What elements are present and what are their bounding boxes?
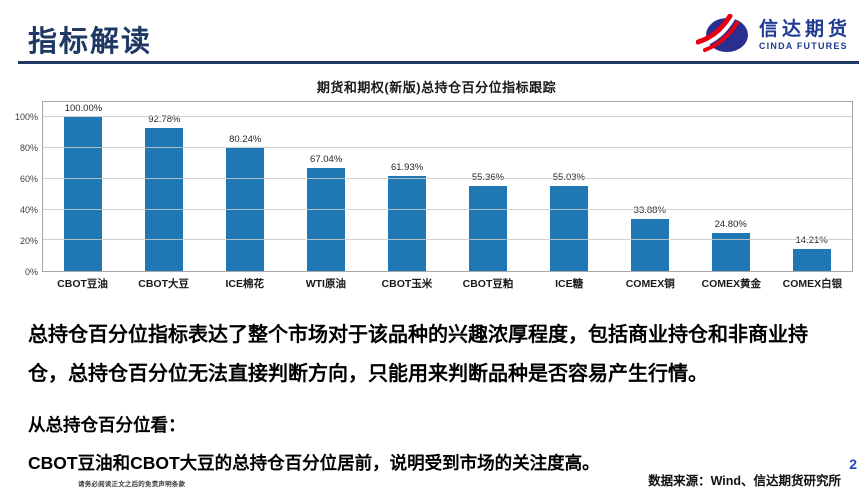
x-axis-label: ICE糖 bbox=[555, 278, 584, 290]
bar-value-label: 33.88% bbox=[633, 204, 666, 216]
bar-chart: 期货和期权(新版)总持仓百分位指标跟踪 0% 20% 40% 60% 80% 100% 1… bbox=[15, 77, 853, 291]
bar-value-label: 24.80% bbox=[714, 218, 747, 230]
bar-value-label: 92.78% bbox=[148, 114, 181, 126]
y-axis: 0% 20% 40% 60% 80% 100% bbox=[15, 101, 42, 277]
gridline-40% bbox=[43, 208, 852, 210]
gridline-60% bbox=[43, 177, 852, 179]
gridline-20% bbox=[43, 239, 852, 241]
bar-COMEX黄金 bbox=[711, 232, 750, 271]
x-axis-label: CBOT大豆 bbox=[138, 278, 190, 290]
bar-slot: 33.88% bbox=[609, 102, 690, 271]
y-tick-label: 100% bbox=[14, 111, 38, 122]
commentary-paragraph-2: 从总持仓百分位看： bbox=[28, 415, 186, 435]
footer-disclaimer: 请务必阅读正文之后的免责声明条款 bbox=[78, 481, 186, 488]
bar-slot: 24.80% bbox=[690, 102, 771, 271]
bar-slot: 80.24% bbox=[205, 102, 286, 271]
company-logo: 信达期货 CINDA FUTURES bbox=[695, 14, 851, 56]
y-tick-label: 20% bbox=[19, 235, 38, 246]
bars-container: 100.00% 92.78% 80.24% 67.04% 61.93% 55.36% 55.… bbox=[43, 102, 852, 271]
plot-area: 100.00% 92.78% 80.24% 67.04% 61.93% 55.36% 55.… bbox=[42, 101, 853, 272]
bar-value-label: 100.00% bbox=[64, 103, 103, 115]
plot-wrapper: 0% 20% 40% 60% 80% 100% 100.00% 92.78% 80.24% 67… bbox=[15, 101, 853, 277]
commentary-paragraph-3: CBOT豆油和CBOT大豆的总持仓百分位居前，说明受到市场的关注度高。 bbox=[28, 453, 600, 473]
bar-CBOT玉米 bbox=[388, 175, 427, 271]
y-tick-label: 0% bbox=[24, 267, 38, 277]
y-tick-label: 80% bbox=[19, 142, 38, 153]
bar-slot: 14.21% bbox=[771, 102, 852, 271]
bar-WTI原油 bbox=[307, 168, 346, 271]
bar-CBOT豆油 bbox=[64, 117, 103, 271]
y-tick-label: 40% bbox=[19, 204, 38, 215]
bar-slot: 92.78% bbox=[124, 102, 205, 271]
bar-COMEX铜 bbox=[630, 218, 669, 271]
bar-COMEX白银 bbox=[792, 249, 831, 271]
bar-value-label: 61.93% bbox=[390, 161, 424, 173]
commentary-paragraph-1: 总持仓百分位指标表达了整个市场对于该品种的兴趣浓厚程度，包括商业持仓和非商业持仓… bbox=[28, 324, 808, 385]
logo-text: 信达期货 CINDA FUTURES bbox=[759, 20, 851, 51]
data-source: 数据来源：Wind、信达期货研究所 bbox=[648, 474, 841, 488]
bar-value-label: 14.21% bbox=[795, 235, 828, 247]
page-title: 指标解读 bbox=[28, 26, 153, 58]
x-axis-label: CBOT玉米 bbox=[381, 278, 433, 290]
page-number: 2 bbox=[849, 456, 857, 472]
bar-slot: 55.36% bbox=[448, 102, 529, 271]
bar-slot: 55.03% bbox=[528, 102, 609, 271]
commentary: 总持仓百分位指标表达了整个市场对于该品种的兴趣浓厚程度，包括商业持仓和非商业持仓… bbox=[28, 316, 842, 475]
bar-CBOT大豆 bbox=[145, 128, 184, 271]
header-divider bbox=[18, 61, 859, 64]
x-axis-label: COMEX白银 bbox=[782, 278, 843, 290]
bar-slot: 100.00% bbox=[43, 102, 124, 271]
bar-value-label: 55.36% bbox=[471, 171, 505, 183]
gridline-80% bbox=[43, 147, 852, 149]
bar-value-label: 67.04% bbox=[310, 154, 343, 166]
bar-ICE糖 bbox=[549, 186, 588, 271]
bar-slot: 61.93% bbox=[367, 102, 448, 271]
cinda-logo-icon bbox=[695, 14, 748, 52]
x-axis: CBOT豆油 CBOT大豆 ICE棉花 WTI原油 CBOT玉米 CBOT豆粕 ICE糖 CO… bbox=[42, 276, 853, 291]
bar-slot: 67.04% bbox=[286, 102, 367, 271]
y-tick-label: 60% bbox=[19, 173, 38, 184]
chart-title: 期货和期权(新版)总持仓百分位指标跟踪 bbox=[316, 80, 557, 95]
x-axis-label: COMEX黄金 bbox=[701, 278, 762, 290]
x-axis-label: CBOT豆粕 bbox=[462, 278, 514, 290]
bar-CBOT豆粕 bbox=[468, 185, 507, 271]
gridline-100% bbox=[43, 116, 852, 118]
x-axis-label: ICE棉花 bbox=[225, 278, 264, 290]
logo-name-en: CINDA FUTURES bbox=[758, 40, 848, 51]
logo-name-cn: 信达期货 bbox=[758, 18, 851, 40]
x-axis-label: COMEX铜 bbox=[625, 278, 675, 290]
x-axis-label: CBOT豆油 bbox=[57, 278, 108, 290]
bar-value-label: 80.24% bbox=[229, 133, 262, 145]
x-axis-label: WTI原油 bbox=[305, 278, 346, 290]
